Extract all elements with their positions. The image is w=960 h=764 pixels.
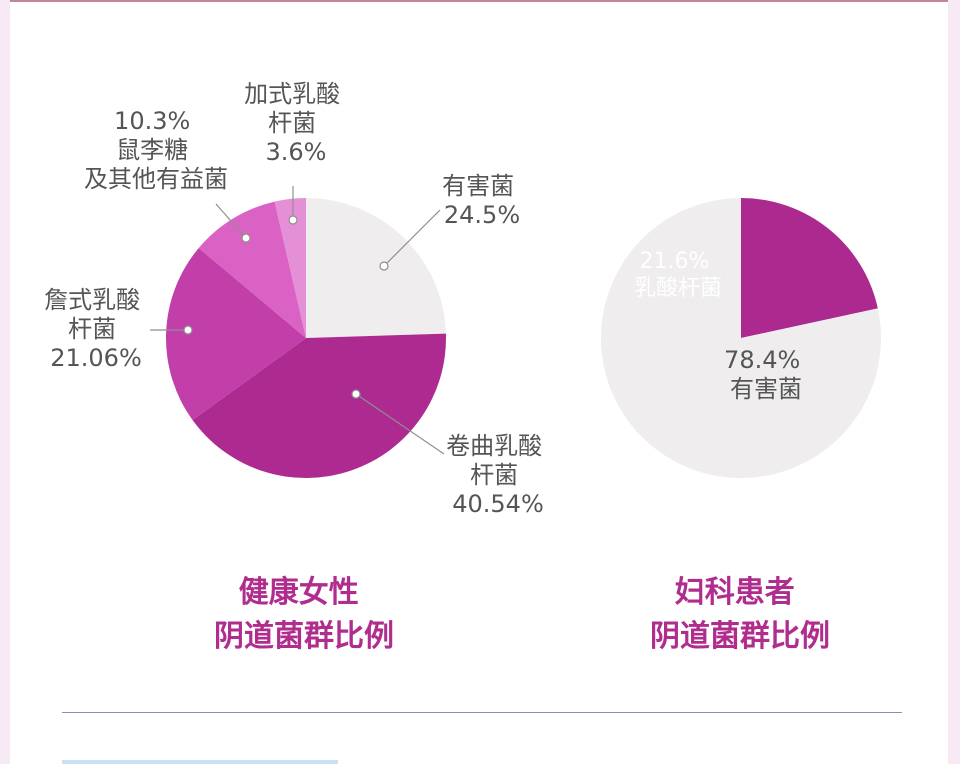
pie1-label-jensenii: 詹式乳酸 杆菌 21.06% bbox=[44, 286, 148, 372]
pie2-label-harmful: 78.4% 有害菌 bbox=[724, 346, 808, 403]
pie2-slice-0 bbox=[741, 198, 878, 338]
pie1-leader-dot-1 bbox=[351, 389, 361, 399]
pie-charts: 有害菌 24.5% 卷曲乳酸 杆菌 40.54% 詹式乳酸 杆菌 21.06% … bbox=[44, 80, 881, 654]
pie1-leader-line-3 bbox=[215, 203, 247, 239]
pie1-caption: 健康女性 阴道菌群比例 bbox=[214, 575, 394, 654]
section-divider bbox=[62, 712, 902, 713]
pie1-label-crispatus: 卷曲乳酸 杆菌 40.54% bbox=[446, 432, 550, 518]
next-section-edge bbox=[62, 760, 338, 764]
pie1-leader-dot-3 bbox=[241, 233, 251, 243]
pie1-slice-2 bbox=[166, 248, 306, 421]
pie1-leader-line-0 bbox=[383, 209, 441, 267]
pie1-leader-line-1 bbox=[355, 393, 445, 455]
pie2-caption: 妇科患者 阴道菌群比例 bbox=[650, 575, 830, 654]
pie1-slice-0 bbox=[306, 198, 446, 338]
pie1-label-harmful: 有害菌 24.5% bbox=[442, 172, 522, 229]
pie1-slice-4 bbox=[274, 198, 306, 338]
infographic-panel: 有害菌 24.5% 卷曲乳酸 杆菌 40.54% 詹式乳酸 杆菌 21.06% … bbox=[10, 0, 948, 764]
pie2-slice-1 bbox=[601, 198, 881, 478]
pie1-slice-1 bbox=[192, 333, 446, 478]
pie1-slice-3 bbox=[198, 201, 306, 338]
pie1-label-rhamnosus: 10.3% 鼠李糖 及其他有益菌 bbox=[84, 107, 228, 193]
pie1-leader-dot-4 bbox=[288, 215, 298, 225]
pie1-leader-dot-0 bbox=[379, 261, 389, 271]
pie2-label-lactobacillus: 21.6% 乳酸杆菌 bbox=[634, 249, 722, 301]
pie1-label-gasseri: 加式乳酸 杆菌 3.6% bbox=[244, 80, 348, 166]
pie1-leader-dot-2 bbox=[183, 325, 193, 335]
